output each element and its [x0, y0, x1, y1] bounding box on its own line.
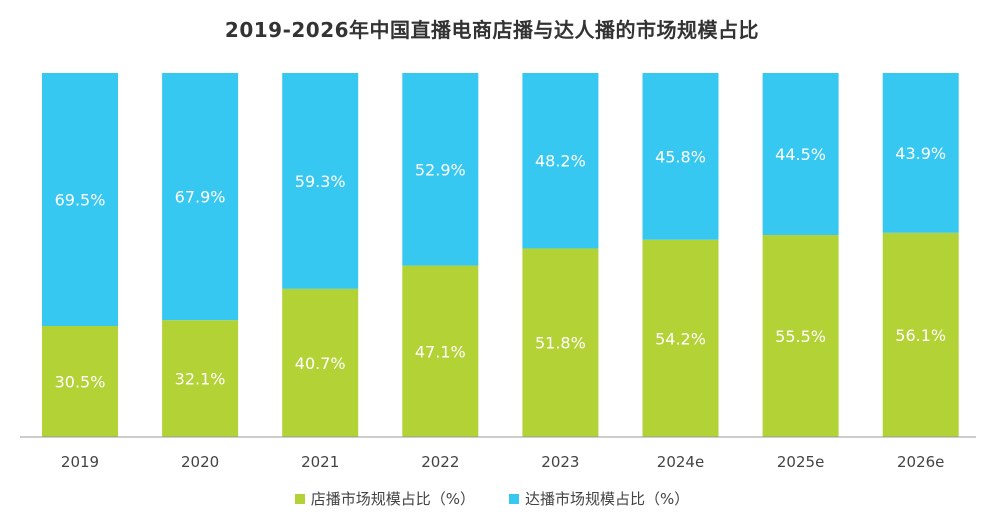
data-label-influencer-2025e: 44.5%	[775, 145, 826, 164]
bar-influencer-2021	[282, 73, 359, 289]
bar-influencer-2023	[522, 73, 599, 249]
bar-store-2024e	[642, 239, 719, 437]
x-tick-label-2023: 2023	[541, 453, 579, 471]
data-label-store-2020: 32.1%	[175, 370, 226, 389]
data-label-store-2025e: 55.5%	[775, 327, 826, 346]
bar-influencer-2019	[42, 73, 118, 326]
data-label-store-2019: 30.5%	[55, 372, 106, 391]
bar-store-2026e	[882, 232, 959, 437]
x-tick-label-2025e: 2025e	[777, 453, 824, 471]
data-label-store-2021: 40.7%	[295, 354, 346, 373]
data-label-influencer-2023: 48.2%	[535, 152, 586, 171]
data-label-store-2026e: 56.1%	[895, 326, 946, 345]
bar-influencer-2020	[162, 73, 239, 321]
data-label-influencer-2021: 59.3%	[295, 172, 346, 191]
legend-item-influencer: 达播市场规模占比（%）	[509, 488, 689, 509]
bars-layer: 30.5% 69.5% 32.1% 67.9% 40.7% 59.3% 47.1% 52.9%…	[42, 73, 959, 437]
x-tick-label-2026e: 2026e	[897, 453, 944, 471]
legend-label-store: 店播市场规模占比（%）	[310, 490, 475, 508]
data-label-store-2023: 51.8%	[535, 334, 586, 353]
legend-item-store: 店播市场规模占比（%）	[294, 488, 475, 509]
bar-influencer-2026e	[882, 73, 959, 233]
x-tick-label-2021: 2021	[301, 453, 339, 471]
legend-swatch-influencer	[509, 493, 519, 504]
bar-store-2019	[42, 325, 118, 437]
x-tick-label-2024e: 2024e	[657, 453, 704, 471]
bar-influencer-2025e	[762, 73, 839, 235]
x-tick-label-2019: 2019	[61, 453, 99, 471]
bar-influencer-2024e	[642, 73, 719, 240]
data-label-store-2022: 47.1%	[415, 342, 466, 361]
legend-swatch-store	[294, 493, 305, 504]
data-label-influencer-2019: 69.5%	[55, 190, 106, 209]
legend: 店播市场规模占比（%） 达播市场规模占比（%）	[0, 488, 984, 509]
chart-title: 2019-2026年中国直播电商店播与达人播的市场规模占比	[224, 18, 760, 42]
data-label-influencer-2026e: 43.9%	[895, 144, 946, 163]
bar-store-2020	[162, 320, 239, 437]
bar-store-2023	[522, 248, 599, 437]
bar-store-2021	[282, 288, 359, 437]
x-tick-labels: 2019 2020 2021 2022 2023 2024e 2025e 2026e	[61, 453, 944, 471]
bar-store-2022	[402, 265, 479, 437]
bar-store-2025e	[762, 234, 839, 437]
x-tick-label-2022: 2022	[421, 453, 459, 471]
x-tick-label-2020: 2020	[181, 453, 219, 471]
data-label-influencer-2020: 67.9%	[175, 188, 226, 207]
legend-label-influencer: 达播市场规模占比（%）	[525, 490, 690, 508]
data-label-influencer-2024e: 45.8%	[655, 147, 706, 166]
bar-influencer-2022	[402, 73, 479, 266]
data-label-influencer-2022: 52.9%	[415, 160, 466, 179]
data-label-store-2024e: 54.2%	[655, 329, 706, 348]
